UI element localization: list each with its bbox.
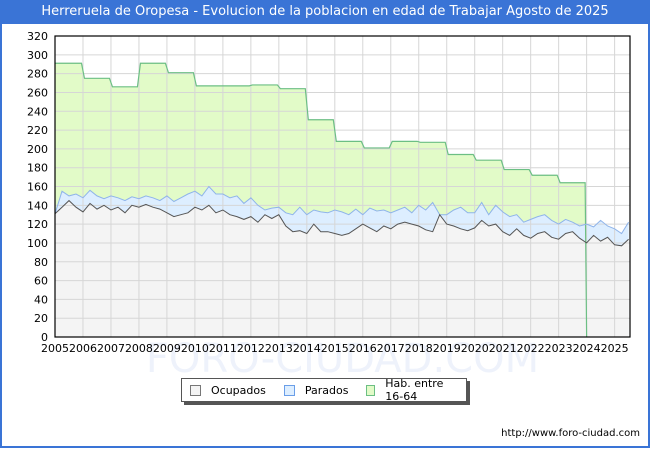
x-tick-label: 2017 xyxy=(377,342,405,355)
y-tick-label: 240 xyxy=(27,105,48,118)
legend-label: Parados xyxy=(304,383,349,397)
y-tick-label: 220 xyxy=(27,124,48,137)
x-tick-label: 2009 xyxy=(153,342,181,355)
hab-line xyxy=(55,62,588,338)
legend-label: Hab. entre 16-64 xyxy=(385,377,444,403)
y-tick-label: 100 xyxy=(27,237,48,250)
y-tick-label: 200 xyxy=(27,143,48,156)
legend-item-parados: Parados xyxy=(283,383,349,397)
y-tick-label: 120 xyxy=(27,218,48,231)
y-tick-label: 320 xyxy=(27,30,48,43)
x-tick-label: 2018 xyxy=(405,342,433,355)
legend-swatch-parados xyxy=(283,384,295,396)
y-tick-label: 300 xyxy=(27,49,48,62)
x-tick-label: 2014 xyxy=(293,342,321,355)
x-tick-label: 2021 xyxy=(489,342,517,355)
x-tick-label: 2005 xyxy=(41,342,69,355)
plot-border xyxy=(54,35,631,338)
y-tick-label: 280 xyxy=(27,68,48,81)
x-tick-label: 2023 xyxy=(545,342,573,355)
legend-swatch-hab xyxy=(366,384,376,396)
x-tick-label: 2012 xyxy=(237,342,265,355)
y-tick-label: 60 xyxy=(34,275,48,288)
legend-swatch-ocupados xyxy=(190,384,201,396)
x-tick-label: 2008 xyxy=(125,342,153,355)
x-tick-label: 2010 xyxy=(181,342,209,355)
y-tick-label: 80 xyxy=(34,256,48,269)
chart-title: Herreruela de Oropesa - Evolucion de la … xyxy=(0,0,650,24)
x-tick-label: 2025 xyxy=(601,342,629,355)
parados-line xyxy=(54,185,630,235)
x-tick-label: 2022 xyxy=(517,342,545,355)
legend-label: Ocupados xyxy=(211,383,266,397)
legend-item-ocupados: Ocupados xyxy=(190,384,266,397)
watermark: FORO-CIUDAD.COM xyxy=(146,336,539,382)
x-tick-label: 2006 xyxy=(69,342,97,355)
x-tick-label: 2020 xyxy=(461,342,489,355)
y-tick-label: 40 xyxy=(34,293,48,306)
ocupados-area xyxy=(55,200,629,337)
x-tick-label: 2013 xyxy=(265,342,293,355)
x-tick-label: 2024 xyxy=(573,342,601,355)
x-tick-label: 2011 xyxy=(209,342,237,355)
y-tick-label: 140 xyxy=(27,199,48,212)
x-tick-label: 2007 xyxy=(97,342,125,355)
x-tick-label: 2016 xyxy=(349,342,377,355)
y-tick-label: 0 xyxy=(41,331,48,344)
x-tick-label: 2015 xyxy=(321,342,349,355)
x-tick-label: 2019 xyxy=(433,342,461,355)
y-tick-label: 260 xyxy=(27,86,48,99)
ocupados-line xyxy=(54,199,629,247)
chart-legend: Ocupados Parados Hab. entre 16-64 xyxy=(181,377,467,403)
y-tick-label: 180 xyxy=(27,162,48,175)
source-url: http://www.foro-ciudad.com xyxy=(501,428,640,439)
legend-item-hab: Hab. entre 16-64 xyxy=(366,377,456,403)
y-tick-label: 20 xyxy=(34,312,48,325)
y-tick-label: 160 xyxy=(27,181,48,194)
